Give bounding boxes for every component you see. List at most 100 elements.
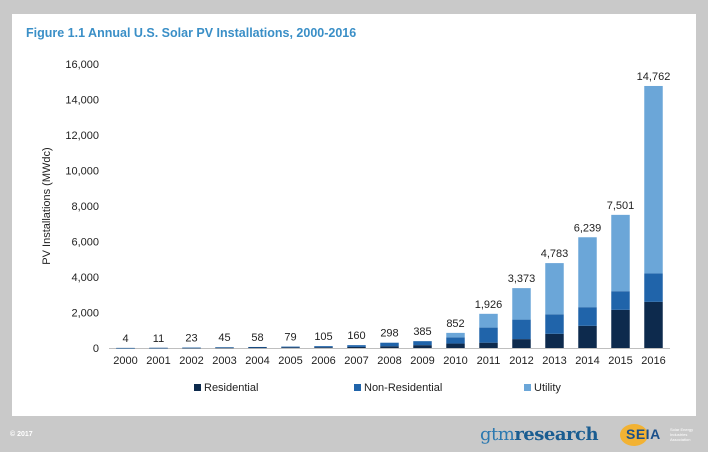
bar-utility-2016 (644, 85, 663, 274)
x-tick-label: 2012 (509, 355, 533, 367)
total-data-label: 58 (251, 332, 263, 344)
bar-non-residential-2002 (182, 347, 201, 349)
total-data-label: 7,501 (607, 200, 635, 212)
bar-non-residential-2011 (479, 327, 498, 343)
bar-residential-2003 (215, 347, 234, 349)
x-tick-label: 2000 (113, 355, 137, 367)
bar-non-residential-2003 (215, 347, 234, 348)
chart-bars (116, 85, 663, 349)
x-tick-label: 2015 (608, 355, 632, 367)
bar-residential-2011 (479, 342, 498, 348)
chart-axes: 0 2,000 4,000 6,000 8,000 10,000 12,000 14,000 1… (41, 59, 670, 367)
gtm-logo-prefix: gtm (480, 424, 515, 445)
y-tick-label: 4,000 (71, 272, 99, 284)
bar-residential-2012 (512, 339, 531, 348)
bar-residential-2007 (347, 346, 366, 348)
total-data-label: 14,762 (637, 71, 671, 83)
total-data-label: 1,926 (475, 299, 503, 311)
x-tick-label: 2006 (311, 355, 335, 367)
copyright-text: © 2017 (10, 431, 33, 438)
x-tick-label: 2010 (443, 355, 467, 367)
bar-residential-2005 (281, 347, 300, 348)
total-data-label: 3,373 (508, 273, 536, 285)
total-data-label: 6,239 (574, 222, 602, 234)
total-data-label: 852 (446, 318, 464, 330)
gtm-logo-suffix: research (514, 424, 599, 445)
bar-non-residential-2005 (281, 346, 300, 348)
bar-non-residential-2016 (644, 273, 663, 302)
bar-non-residential-2006 (314, 346, 333, 348)
legend-label: Non-Residential (364, 382, 442, 394)
x-tick-label: 2007 (344, 355, 368, 367)
legend-label: Utility (534, 382, 561, 394)
y-axis-label: PV Installations (MWdc) (41, 147, 53, 264)
total-data-label: 4 (122, 333, 128, 345)
x-tick-label: 2004 (245, 355, 269, 367)
bar-non-residential-2000 (116, 347, 135, 349)
total-data-label: 385 (413, 326, 431, 338)
bar-residential-2004 (248, 347, 267, 349)
bar-non-residential-2008 (380, 342, 399, 347)
y-tick-label: 6,000 (71, 237, 99, 249)
total-data-label: 298 (380, 328, 398, 340)
total-data-label: 105 (314, 331, 332, 343)
sun-icon (620, 424, 648, 446)
y-tick-label: 14,000 (65, 95, 99, 107)
bar-non-residential-2004 (248, 346, 267, 348)
bar-residential-2016 (644, 301, 663, 348)
total-data-label: 11 (153, 333, 164, 345)
x-tick-label: 2009 (410, 355, 434, 367)
bar-non-residential-2001 (149, 347, 168, 349)
bar-utility-2012 (512, 288, 531, 320)
seia-logo[interactable]: SEIA Solar Energy Industries Association (620, 422, 700, 448)
bar-non-residential-2015 (611, 291, 630, 310)
gtm-research-logo[interactable]: gtmresearch (480, 424, 599, 445)
bar-non-residential-2007 (347, 345, 366, 347)
bar-non-residential-2009 (413, 341, 432, 346)
chart-total-labels: 4 11 23 45 58 79 105 160 298 385 852 1,926 3,373 4,78… (122, 71, 670, 345)
x-tick-label: 2014 (575, 355, 599, 367)
stacked-bar-chart: 0 2,000 4,000 6,000 8,000 10,000 12,000 14,000 1… (41, 59, 670, 394)
x-tick-label: 2011 (477, 355, 501, 367)
bar-residential-2013 (545, 333, 564, 348)
total-data-label: 23 (185, 333, 197, 345)
total-data-label: 160 (347, 330, 365, 342)
y-tick-label: 12,000 (65, 130, 99, 142)
x-tick-label: 2013 (542, 355, 566, 367)
bar-utility-2014 (578, 237, 597, 308)
x-tick-label: 2008 (377, 355, 401, 367)
bar-utility-2010 (446, 332, 465, 338)
x-tick-label: 2002 (179, 355, 203, 367)
chart-legend: Residential Non-Residential Utility (194, 382, 561, 394)
seia-logo-text: SEIA (626, 426, 661, 442)
bar-utility-2013 (545, 263, 564, 315)
x-tick-label: 2016 (641, 355, 665, 367)
y-tick-label: 8,000 (71, 201, 99, 213)
bar-residential-2015 (611, 309, 630, 348)
total-data-label: 4,783 (541, 248, 569, 260)
total-data-label: 45 (218, 332, 230, 344)
bar-residential-2008 (380, 346, 399, 348)
total-data-label: 79 (284, 332, 296, 344)
bar-residential-2014 (578, 325, 597, 348)
bar-non-residential-2014 (578, 307, 597, 326)
x-tick-label: 2001 (146, 355, 170, 367)
legend-swatch (194, 384, 201, 391)
legend-swatch (524, 384, 531, 391)
legend-label: Residential (204, 382, 258, 394)
y-tick-label: 16,000 (65, 59, 99, 71)
bar-residential-2006 (314, 347, 333, 348)
x-tick-label: 2005 (278, 355, 302, 367)
figure-title: Figure 1.1 Annual U.S. Solar PV Installa… (26, 26, 357, 40)
bar-non-residential-2013 (545, 314, 564, 334)
chart-panel: Figure 1.1 Annual U.S. Solar PV Installa… (12, 14, 696, 416)
bar-residential-2010 (446, 343, 465, 348)
bar-non-residential-2010 (446, 337, 465, 344)
bar-utility-2011 (479, 313, 498, 328)
y-tick-label: 0 (93, 343, 99, 355)
y-tick-label: 2,000 (71, 308, 99, 320)
legend-swatch (354, 384, 361, 391)
bar-non-residential-2012 (512, 319, 531, 340)
y-tick-label: 10,000 (65, 166, 99, 178)
bar-utility-2015 (611, 214, 630, 292)
